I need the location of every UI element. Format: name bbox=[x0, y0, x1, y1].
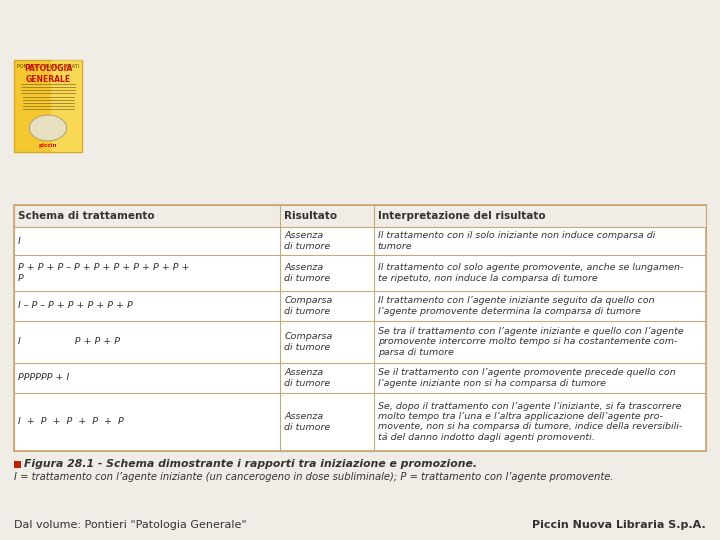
Text: I – P – P + P + P + P + P: I – P – P + P + P + P + P bbox=[18, 301, 132, 310]
Text: I = trattamento con l’agente iniziante (un cancerogeno in dose subliminale); P =: I = trattamento con l’agente iniziante (… bbox=[14, 472, 613, 482]
Text: P + P + P – P + P + P + P + P + P +
P: P + P + P – P + P + P + P + P + P + P bbox=[18, 264, 189, 283]
Text: piccin: piccin bbox=[39, 144, 57, 149]
Text: Figura 28.1 - Schema dimostrante i rapporti tra iniziazione e promozione.: Figura 28.1 - Schema dimostrante i rappo… bbox=[24, 459, 477, 469]
Bar bbox=[14, 205, 706, 227]
Text: Assenza
di tumore: Assenza di tumore bbox=[284, 264, 330, 283]
Text: Se, dopo il trattamento con l’agente l’iniziante, si fa trascorrere
molto tempo : Se, dopo il trattamento con l’agente l’i… bbox=[378, 402, 682, 442]
Text: I  +  P  +  P  +  P  +  P: I + P + P + P + P bbox=[18, 417, 124, 427]
Bar bbox=[51, 60, 82, 152]
Text: I                  P + P + P: I P + P + P bbox=[18, 338, 120, 347]
Text: Assenza
di tumore: Assenza di tumore bbox=[284, 413, 330, 431]
Text: Comparsa
di tumore: Comparsa di tumore bbox=[284, 296, 333, 316]
Text: Interpretazione del risultato: Interpretazione del risultato bbox=[378, 211, 546, 221]
Text: Assenza
di tumore: Assenza di tumore bbox=[284, 368, 330, 388]
Text: PONTIERI · RUSSO · FRATI: PONTIERI · RUSSO · FRATI bbox=[17, 64, 79, 69]
Text: Comparsa
di tumore: Comparsa di tumore bbox=[284, 332, 333, 352]
Text: Schema di trattamento: Schema di trattamento bbox=[18, 211, 155, 221]
Text: Il trattamento con l’agente iniziante seguito da quello con
l’agente promovente : Il trattamento con l’agente iniziante se… bbox=[378, 296, 654, 316]
Text: Dal volume: Pontieri "Patologia Generale": Dal volume: Pontieri "Patologia Generale… bbox=[14, 520, 247, 530]
Bar bbox=[14, 205, 706, 451]
Ellipse shape bbox=[30, 115, 67, 141]
Bar bbox=[14, 461, 21, 468]
Text: Il trattamento con il solo iniziante non induce comparsa di
tumore: Il trattamento con il solo iniziante non… bbox=[378, 231, 655, 251]
Text: Il trattamento col solo agente promovente, anche se lungamen-
te ripetuto, non i: Il trattamento col solo agente promovent… bbox=[378, 264, 683, 283]
Text: Risultato: Risultato bbox=[284, 211, 338, 221]
Text: Piccin Nuova Libraria S.p.A.: Piccin Nuova Libraria S.p.A. bbox=[532, 520, 706, 530]
Text: Se il trattamento con l’agente promovente precede quello con
l’agente iniziante : Se il trattamento con l’agente promovent… bbox=[378, 368, 675, 388]
Text: Assenza
di tumore: Assenza di tumore bbox=[284, 231, 330, 251]
Text: PPPPPP + I: PPPPPP + I bbox=[18, 374, 69, 382]
Text: PATOLOGIA
GENERALE: PATOLOGIA GENERALE bbox=[24, 64, 72, 84]
Text: Se tra il trattamento con l’agente iniziante e quello con l’agente
promovente in: Se tra il trattamento con l’agente inizi… bbox=[378, 327, 683, 357]
Bar bbox=[14, 60, 82, 152]
Text: I: I bbox=[18, 237, 21, 246]
